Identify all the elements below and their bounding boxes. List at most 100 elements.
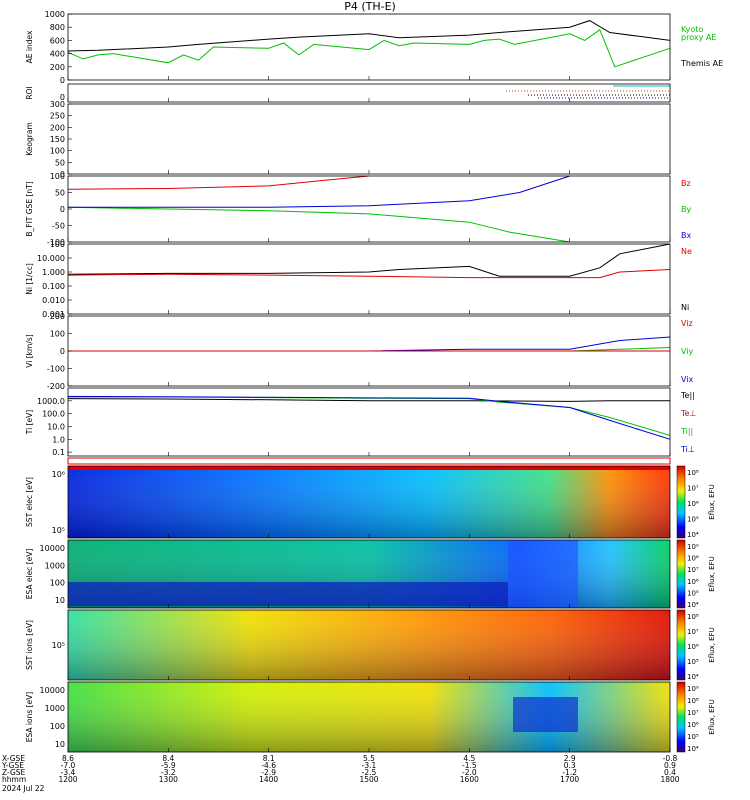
density-series-ne	[67, 269, 671, 279]
ae-tick-label: 400	[50, 50, 65, 59]
esa-elec-colorbar-tick: 10⁶	[687, 578, 699, 586]
esa-elec-colorbar-tick: 10⁵	[687, 589, 699, 597]
density-tick-label: 1.000	[42, 268, 65, 277]
bfield-legend-bx: Bx	[681, 231, 691, 240]
panel-density: 0.001 0.010 0.100 1.000 10.000 100 Ne Ni Ni [1/c…	[25, 240, 692, 319]
sst-elec-tick-label: 10⁵	[52, 526, 65, 535]
velocity-tick-label: 100	[50, 330, 65, 339]
plot-title: P4 (TH-E)	[344, 0, 396, 13]
panel-velocity: -200 -100 0 100 200 Viz Viy Vix Vi [km/s]	[25, 312, 694, 391]
temperature-tick-label: 10.0	[47, 422, 65, 431]
velocity-series-vix	[68, 336, 671, 352]
esa-ions-colorbar-tick: 10⁸	[687, 697, 699, 705]
esa-elec-tick-label: 10	[55, 596, 65, 605]
x-axis-value-t: 1200	[58, 775, 77, 784]
sst-elec-top-band	[68, 466, 670, 470]
bfield-tick-label: 0	[60, 205, 65, 214]
keogram-tick-label: 50	[55, 158, 65, 167]
bfield-series-bz	[67, 175, 370, 190]
temperature-tick-label: 0.1	[52, 448, 65, 457]
esa-ions-colorbar-tick: 10⁵	[687, 733, 699, 741]
sst-elec-colorbar-tick: 10⁸	[687, 469, 699, 477]
esa-ions-colorbar-tick: 10⁴	[687, 745, 699, 753]
esa-elec-tick-label: 100	[50, 579, 65, 588]
temperature-legend-te-: Te||	[680, 391, 695, 400]
x-axis-value-x: 8.1	[263, 754, 275, 763]
sst-ions-colorbar-tick: 10⁷	[687, 628, 699, 636]
panel-keogram: 0 50 100 150 200 250 300 Keogram	[25, 100, 671, 179]
keogram-tick-label: 100	[50, 147, 65, 156]
bfield-y-axis-label: B_FIT GSE [nT]	[25, 181, 34, 236]
bfield-tick-label: 100	[50, 172, 65, 181]
esa-ions-y-axis-label: ESA ions [eV]	[25, 692, 34, 743]
keogram-tick-label: 0	[60, 170, 65, 179]
x-axis-value-y: -1.5	[462, 761, 477, 770]
sst-ions-colorbar-tick: 10⁸	[687, 613, 699, 621]
temperature-legend-ti-: Ti⊥	[680, 445, 695, 454]
keogram-tick-label: 150	[50, 135, 65, 144]
x-axis-value-y: -7.0	[61, 761, 76, 770]
bfield-series-by	[67, 206, 570, 243]
sst-ions-colorbar-label: Eflux, EFU	[708, 627, 716, 662]
esa-ions-low-flux-region	[513, 697, 578, 732]
esa-ions-tick-label: 10000	[40, 686, 65, 695]
temperature-tick-label: 1.0	[52, 435, 65, 444]
ae-y-axis-label: AE index	[25, 30, 34, 63]
esa-elec-tick-label: 1000	[45, 561, 65, 570]
x-axis-row-label: Y-GSE	[1, 761, 24, 770]
sst-elec-colorbar	[676, 465, 686, 539]
esa-elec-colorbar-tick: 10⁴	[687, 601, 699, 609]
x-axis-value-y: 0.9	[664, 761, 676, 770]
temperature-tick-label: 1000.0	[37, 397, 65, 406]
ae-series-themis-ae	[67, 20, 671, 52]
velocity-legend-vix: Vix	[681, 375, 694, 384]
sst-ions-spectrogram-shade	[68, 610, 670, 680]
x-axis-value-x: 2.9	[564, 754, 576, 763]
x-axis-value-x: 8.4	[162, 754, 174, 763]
x-axis-row-label: hhmm	[2, 775, 26, 784]
keogram-tick-label: 300	[50, 100, 65, 109]
keogram-y-axis-label: Keogram	[25, 122, 34, 156]
esa-ions-colorbar-tick: 10⁶	[687, 721, 699, 729]
panel-bfield: -100 -50 0 50 100 Bz By Bx B_FIT GSE [nT]	[25, 172, 691, 247]
x-axis-value-z: -2.9	[261, 768, 276, 777]
temperature-legend-te-: Te⊥	[680, 409, 696, 418]
temperature-tick-label: 100.0	[42, 410, 65, 419]
temperature-series-ti-	[68, 396, 671, 436]
ae-legend-kyoto: Kyoto	[681, 25, 703, 34]
x-axis-value-t: 1800	[660, 775, 679, 784]
x-axis-value-x: -0.8	[663, 754, 678, 763]
sst-ions-colorbar-tick: 10⁵	[687, 658, 699, 666]
panel-sst-ions: 10⁸ 10⁷ 10⁶ 10⁵ 10⁴ Eflux, EFU 10⁵ SST ions [eV…	[25, 609, 716, 681]
density-legend-ni: Ni	[681, 303, 689, 312]
x-axis-row-label: Z-GSE	[2, 768, 26, 777]
x-axis-value-y: -5.9	[161, 761, 176, 770]
density-series-ni	[67, 243, 671, 277]
esa-elec-colorbar-label: Eflux, EFU	[708, 556, 716, 591]
density-tick-label: 100	[50, 240, 65, 249]
panel-esa-ions: 10⁹ 10⁸ 10⁷ 10⁶ 10⁵ 10⁴ Eflux, EFU 10 100 1000 100…	[25, 681, 716, 753]
bfield-legend-bz: Bz	[681, 179, 691, 188]
esa-ions-colorbar	[676, 681, 686, 753]
density-y-axis-label: Ni [1/cc]	[25, 263, 34, 295]
ae-series-kyoto-proxy-ae	[67, 29, 671, 68]
x-axis-value-t: 1400	[259, 775, 278, 784]
esa-elec-colorbar-tick: 10⁹	[687, 543, 699, 551]
esa-ions-colorbar-tick: 10⁷	[687, 709, 699, 717]
sst-elec-y-axis-label: SST elec [eV]	[25, 477, 34, 527]
velocity-tick-label: -200	[47, 382, 65, 391]
x-axis-value-y: 0.3	[564, 761, 576, 770]
density-tick-label: 0.010	[42, 296, 65, 305]
sst-elec-spectrogram-shade	[68, 466, 670, 538]
sst-ions-colorbar-tick: 10⁶	[687, 643, 699, 651]
x-axis-row-label: X-GSE	[2, 754, 25, 763]
ae-legend-themis-ae: Themis AE	[680, 59, 723, 68]
sst-ions-colorbar-tick: 10⁴	[687, 673, 699, 681]
velocity-tick-label: 200	[50, 312, 65, 321]
x-axis-row-label: 2024 Jul 22	[2, 784, 45, 793]
esa-ions-tick-label: 10	[55, 740, 65, 749]
sst-elec-colorbar-label: Eflux, EFU	[708, 484, 716, 519]
